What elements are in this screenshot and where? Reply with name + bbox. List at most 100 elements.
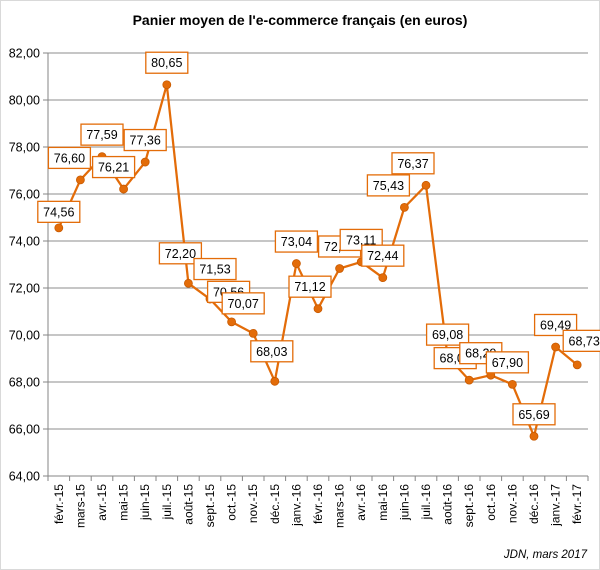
- data-point: [335, 264, 345, 273]
- x-tick-label: oct.-15: [225, 484, 239, 521]
- data-label: 67,90: [492, 356, 523, 370]
- x-tick-label: mai-15: [117, 484, 131, 521]
- data-label-box: [145, 51, 189, 74]
- data-label-box: [391, 152, 435, 175]
- data-label: 72,44: [367, 249, 398, 263]
- data-point: [529, 431, 539, 441]
- data-label: 68,73: [569, 334, 600, 348]
- data-label: 71,53: [199, 263, 230, 277]
- x-tick-label: nov.-16: [505, 484, 519, 523]
- data-label-box: [47, 146, 92, 170]
- data-point: [508, 379, 517, 389]
- data-label: 76,21: [98, 161, 129, 175]
- data-label-box: [158, 242, 203, 265]
- data-point: [572, 360, 582, 370]
- x-tick-label: juin-16: [397, 484, 411, 521]
- data-label: 74,56: [43, 205, 74, 219]
- data-point: [248, 328, 258, 338]
- data-point: [227, 317, 237, 327]
- data-label-box: [193, 257, 237, 281]
- data-point: [76, 175, 85, 185]
- x-tick-label: juin-15: [138, 484, 152, 521]
- data-points: [54, 80, 582, 441]
- data-point: [140, 157, 150, 167]
- y-tick-label: 78,00: [9, 141, 40, 155]
- data-label-box: [288, 275, 332, 298]
- axes: [47, 53, 588, 477]
- data-label-box: [123, 128, 167, 152]
- gridlines: [48, 52, 588, 430]
- x-tick-label: avr.-16: [354, 484, 368, 521]
- x-axis-ticks: févr.-15 mars-15 avr.-15 mai-15 juin-15 juil.…: [47, 476, 589, 528]
- y-tick-label: 64,00: [9, 470, 40, 484]
- y-axis-ticks: 64,00 66,00 68,00 70,00 72,00 74,00 76,00 78,00…: [9, 47, 48, 484]
- x-tick-label: avr.-15: [95, 484, 109, 521]
- data-point: [399, 202, 409, 212]
- data-label-box: [562, 329, 600, 352]
- data-label-box: [485, 351, 530, 374]
- data-label-box: [366, 174, 411, 197]
- data-label: 77,36: [130, 134, 161, 148]
- data-point: [421, 180, 431, 190]
- data-label: 69,08: [432, 328, 463, 342]
- data-label: 77,59: [86, 128, 117, 142]
- x-tick-label: août-16: [441, 484, 455, 525]
- y-tick-label: 68,00: [9, 376, 40, 390]
- x-tick-label: déc.-16: [527, 484, 541, 524]
- x-tick-label: mai-16: [376, 484, 390, 521]
- x-tick-label: févr.-15: [52, 484, 66, 524]
- data-point: [551, 342, 560, 352]
- data-label: 75,43: [373, 179, 404, 193]
- data-point: [270, 376, 280, 386]
- x-tick-label: mars-15: [73, 484, 87, 528]
- x-tick-label: mars-16: [333, 484, 347, 528]
- data-label: 76,37: [397, 157, 428, 171]
- y-tick-label: 66,00: [9, 423, 40, 437]
- x-tick-label: juil.-16: [419, 484, 433, 521]
- data-label-box: [274, 230, 319, 253]
- data-point: [464, 375, 474, 385]
- data-label: 68,03: [256, 345, 287, 359]
- x-tick-label: févr.-17: [570, 484, 584, 524]
- data-label-box: [425, 323, 470, 346]
- data-label-box: [361, 244, 405, 267]
- data-label-box: [221, 292, 265, 315]
- x-tick-label: nov.-15: [246, 484, 260, 523]
- data-point: [183, 278, 193, 288]
- data-label: 72,20: [165, 247, 196, 261]
- data-label: 73,04: [281, 235, 312, 249]
- y-tick-label: 74,00: [9, 235, 40, 249]
- x-tick-label: juil.-15: [160, 484, 174, 521]
- data-label: 71,12: [294, 280, 325, 294]
- data-label: 65,69: [518, 408, 549, 422]
- data-label-box: [250, 340, 294, 363]
- data-label-box: [80, 123, 124, 146]
- data-label-box: [37, 200, 81, 223]
- y-tick-label: 82,00: [9, 47, 40, 61]
- source-note: JDN, mars 2017: [503, 549, 588, 561]
- x-tick-label: août-15: [181, 484, 195, 525]
- data-point: [162, 80, 172, 90]
- chart-title: Panier moyen de l'e-commerce français (e…: [133, 12, 468, 28]
- x-tick-label: sept.-16: [462, 484, 476, 528]
- data-label-box: [512, 403, 556, 426]
- data-point: [54, 223, 64, 233]
- x-tick-label: sept.-15: [203, 484, 217, 528]
- data-point: [291, 259, 301, 268]
- data-label: 80,65: [151, 56, 182, 70]
- x-tick-label: déc.-15: [268, 484, 282, 524]
- x-tick-label: févr.-16: [311, 484, 325, 524]
- x-tick-label: janv.-16: [289, 484, 303, 527]
- data-label: 76,60: [54, 151, 85, 165]
- data-label: 69,49: [540, 318, 571, 332]
- y-tick-label: 76,00: [9, 188, 40, 202]
- y-tick-label: 72,00: [9, 282, 40, 296]
- x-tick-label: janv.-17: [549, 484, 563, 527]
- y-tick-label: 80,00: [9, 94, 40, 108]
- data-point: [313, 304, 323, 314]
- data-label: 70,07: [228, 297, 259, 311]
- data-label-box: [91, 155, 136, 179]
- data-point: [119, 184, 128, 194]
